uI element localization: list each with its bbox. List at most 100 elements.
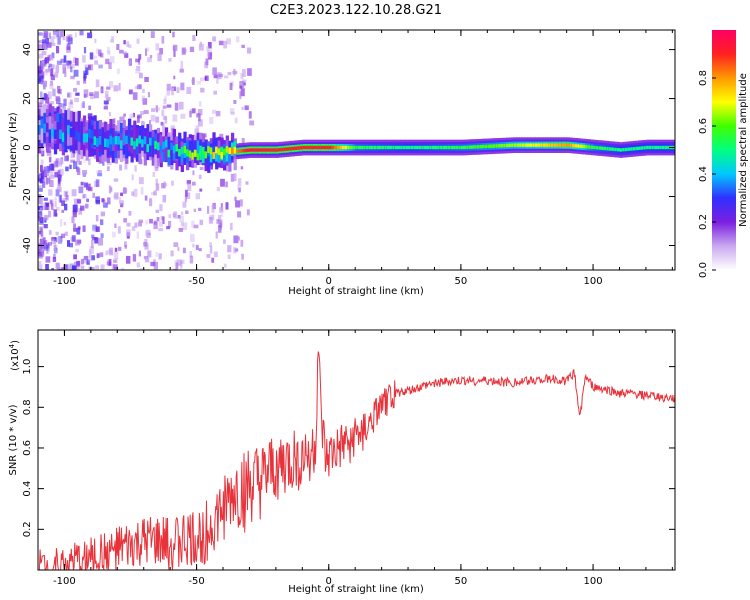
heatmap-cell	[229, 108, 235, 114]
heatmap-cell	[355, 145, 359, 150]
colorbar-tick-label: 0.2	[698, 214, 709, 230]
heatmap-cell	[237, 236, 240, 241]
heatmap-cell	[94, 55, 97, 59]
heatmap-cell	[82, 170, 88, 175]
heatmap-cell	[289, 147, 293, 151]
heatmap-cell	[45, 69, 50, 73]
heatmap-cell	[173, 44, 178, 51]
heatmap-cell	[527, 143, 531, 147]
heatmap-cell	[70, 152, 75, 159]
heatmap-cell	[215, 231, 218, 239]
heatmap-cell	[46, 165, 50, 173]
heatmap-cell	[219, 207, 224, 213]
heatmap-cell	[158, 227, 164, 232]
heatmap-cell	[126, 255, 131, 264]
heatmap-cell	[405, 145, 409, 150]
heatmap-cell	[108, 259, 112, 266]
heatmap-cell	[257, 148, 261, 152]
heatmap-cell	[41, 54, 45, 59]
heatmap-cell	[225, 202, 229, 210]
heatmap-cell	[38, 39, 43, 44]
heatmap-cell	[45, 57, 50, 64]
heatmap-cell	[40, 159, 44, 165]
spectrogram-heatmap	[38, 30, 675, 270]
heatmap-cell	[204, 143, 208, 158]
heatmap-cell	[134, 165, 137, 172]
heatmap-cell	[73, 223, 76, 231]
heatmap-cell	[123, 40, 126, 45]
heatmap-cell	[53, 209, 57, 217]
heatmap-cell	[107, 50, 111, 55]
heatmap-cell	[39, 62, 45, 70]
heatmap-cell	[155, 209, 159, 213]
heatmap-cell	[635, 146, 639, 151]
heatmap-cell	[56, 124, 60, 144]
heatmap-cell	[614, 147, 618, 152]
heatmap-cell	[159, 134, 163, 151]
heatmap-cell	[43, 41, 48, 50]
heatmap-cell	[133, 188, 138, 197]
heatmap-cell	[76, 168, 81, 175]
heatmap-cell	[64, 231, 68, 236]
heatmap-cell	[587, 145, 592, 149]
heatmap-cell	[241, 253, 244, 260]
heatmap-cell	[40, 238, 44, 245]
heatmap-cell	[50, 68, 54, 77]
heatmap-cell	[497, 144, 502, 148]
heatmap-cell	[64, 72, 67, 78]
heatmap-cell	[48, 242, 52, 246]
heatmap-cell	[123, 187, 127, 194]
heatmap-cell	[215, 146, 219, 154]
heatmap-cell	[155, 252, 159, 257]
heatmap-cell	[206, 254, 211, 258]
heatmap-cell	[312, 145, 317, 150]
colorbar: 0.0 0.2 0.4 0.6 0.8 Normalized spectral ampl…	[698, 30, 749, 278]
heatmap-cell	[96, 128, 100, 147]
heatmap-cell	[125, 135, 129, 145]
heatmap-cell	[219, 133, 224, 141]
heatmap-cell	[49, 83, 54, 89]
heatmap-cell	[50, 168, 54, 177]
heatmap-cell	[199, 219, 204, 226]
heatmap-cell	[95, 200, 100, 205]
heatmap-cell	[437, 145, 441, 150]
heatmap-cell	[48, 230, 52, 235]
heatmap-cell	[69, 99, 73, 105]
colorbar-tick-label: 0.4	[698, 166, 709, 182]
heatmap-cell	[92, 224, 97, 231]
heatmap-cell	[146, 144, 150, 153]
heatmap-cell	[43, 240, 48, 245]
heatmap-cell	[117, 226, 121, 234]
heatmap-cell	[177, 247, 180, 252]
heatmap-cell	[128, 89, 133, 95]
heatmap-cell	[144, 238, 148, 244]
heatmap-cell	[57, 267, 62, 270]
colorbar-tick-label: 0.8	[698, 70, 709, 86]
heatmap-cell	[220, 152, 224, 159]
heatmap-cell	[521, 143, 525, 147]
heatmap-cell	[653, 145, 658, 150]
heatmap-cell	[80, 102, 85, 108]
heatmap-cell	[632, 147, 636, 151]
heatmap-cell	[136, 65, 141, 71]
heatmap-cell	[513, 143, 518, 147]
heatmap-cell	[349, 145, 354, 150]
heatmap-cell	[57, 180, 61, 187]
heatmap-cell	[466, 145, 470, 149]
heatmap-cell	[140, 187, 144, 195]
heatmap-cell	[66, 195, 69, 201]
heatmap-cell	[83, 70, 87, 79]
heatmap-cell	[439, 145, 444, 150]
heatmap-cell	[38, 188, 43, 192]
heatmap-cell	[113, 251, 119, 260]
heatmap-cell	[198, 248, 202, 252]
heatmap-cell	[105, 250, 109, 256]
heatmap-cell	[213, 90, 217, 95]
heatmap-cell	[166, 104, 172, 108]
heatmap-cell	[54, 170, 59, 174]
heatmap-cell	[245, 181, 249, 185]
heatmap-cell	[239, 85, 243, 89]
heatmap-cell	[273, 148, 277, 152]
heatmap-cell	[173, 268, 178, 270]
heatmap-cell	[297, 146, 301, 150]
